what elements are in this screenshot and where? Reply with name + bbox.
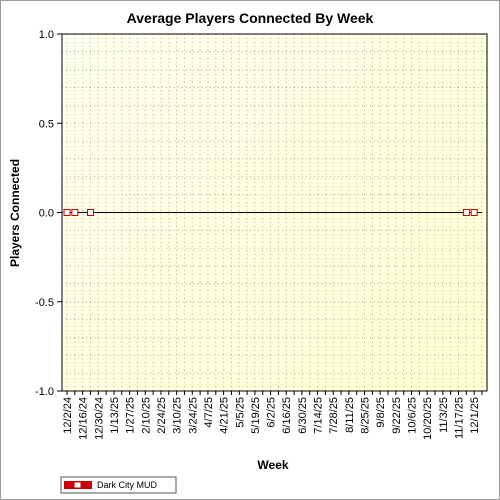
plot-border (61, 33, 488, 392)
x-tick-label: 1/13/25 (109, 397, 121, 434)
data-point-marker (462, 209, 470, 216)
x-tick-label: 5/19/25 (250, 397, 262, 434)
x-tick-label: 9/8/25 (375, 397, 387, 428)
y-tick-label: -1.0 (35, 386, 54, 398)
legend: Dark City MUD (60, 476, 177, 494)
x-axis: 12/2/24 12/16/24 12/30/24 1/13/25 1/27/25 2/1… (62, 391, 483, 440)
legend-label: Dark City MUD (97, 480, 157, 490)
x-tick-label: 8/25/25 (360, 397, 372, 434)
x-tick-label: 3/10/25 (172, 397, 184, 434)
x-tick-label: 10/20/25 (422, 397, 434, 440)
legend-marker-icon (73, 481, 82, 489)
x-tick-label: 5/5/25 (234, 397, 246, 428)
data-point-marker (71, 209, 79, 216)
grid (62, 33, 487, 392)
x-axis-label: Week (257, 458, 288, 472)
x-tick-label: 12/30/24 (93, 397, 105, 440)
x-tick-label: 7/14/25 (313, 397, 325, 434)
x-tick-label: 12/2/24 (62, 397, 74, 434)
x-tick-label: 12/16/24 (78, 397, 90, 440)
x-tick-label: 6/30/25 (297, 397, 309, 434)
x-tick-label: 11/17/25 (454, 397, 466, 439)
x-tick-label: 6/16/25 (281, 397, 293, 434)
y-axis-label: Players Connected (8, 159, 22, 267)
y-tick-label: 0.5 (39, 118, 54, 130)
series-dark-city-mud (63, 209, 482, 216)
x-tick-label: 4/7/25 (203, 397, 215, 428)
x-tick-label: 12/1/25 (469, 397, 481, 434)
x-tick-label: 3/24/25 (187, 397, 199, 434)
x-tick-label: 4/21/25 (219, 397, 231, 434)
x-tick-label: 8/11/25 (344, 397, 356, 433)
y-tick-label: 0.0 (39, 208, 54, 220)
data-point-marker (86, 209, 94, 216)
x-tick-label: 6/2/25 (266, 397, 278, 428)
x-tick-label: 7/28/25 (328, 397, 340, 434)
x-tick-label: 1/27/25 (125, 397, 137, 434)
y-tick-label: -0.5 (35, 297, 54, 309)
x-tick-label: 2/10/25 (140, 397, 152, 434)
data-point-marker (470, 209, 478, 216)
x-tick-label: 10/6/25 (407, 397, 419, 434)
x-tick-label: 2/24/25 (156, 397, 168, 434)
chart-title: Average Players Connected By Week (127, 10, 374, 26)
x-tick-label: 9/22/25 (391, 397, 403, 434)
y-tick-label: 1.0 (39, 29, 54, 41)
data-point-marker (63, 209, 71, 216)
y-axis: 1.0 0.5 0.0 -0.5 -1.0 (35, 29, 62, 398)
x-tick-label: 11/3/25 (438, 397, 450, 433)
